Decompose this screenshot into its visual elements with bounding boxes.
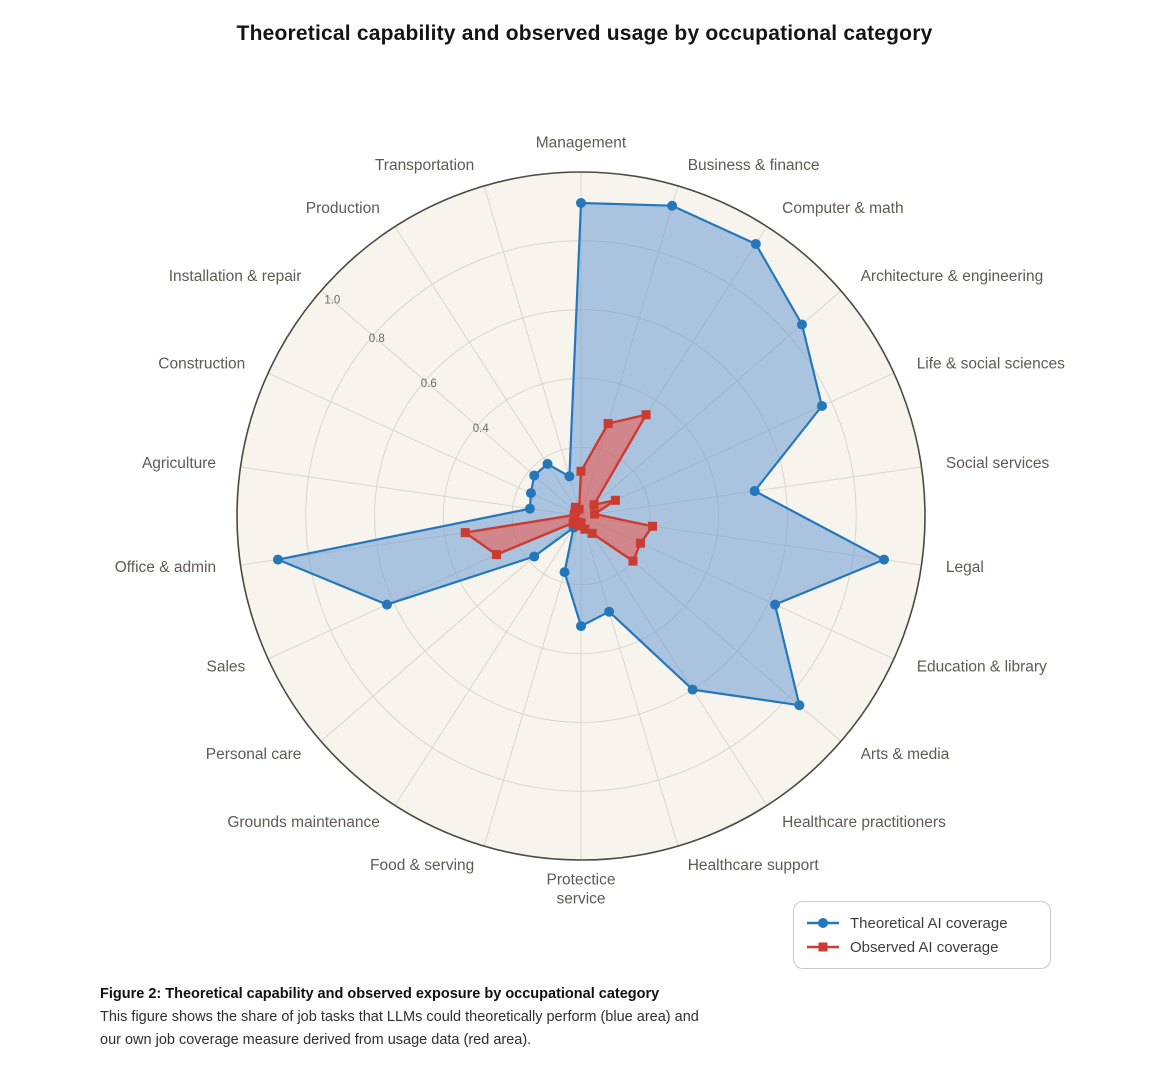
data-point-square xyxy=(648,521,658,531)
category-label: Legal xyxy=(946,559,984,576)
data-point-square xyxy=(492,550,502,560)
category-label: Education & library xyxy=(917,659,1047,676)
category-label: Protectice service xyxy=(547,872,616,908)
data-point-circle xyxy=(564,471,575,482)
data-point-square xyxy=(603,419,613,429)
data-point-circle xyxy=(576,197,586,208)
data-point-circle xyxy=(794,700,805,711)
data-point-square xyxy=(589,500,599,510)
data-point-square xyxy=(580,524,590,534)
caption-body: This figure shows the share of job tasks… xyxy=(100,1009,699,1048)
chart-title: Theoretical capability and observed usag… xyxy=(236,22,933,45)
data-point-circle xyxy=(770,599,781,610)
category-label: Architecture & engineering xyxy=(861,268,1044,285)
series-theoretical xyxy=(272,197,890,711)
category-label: Arts & media xyxy=(861,746,950,763)
data-point-square xyxy=(628,556,638,566)
category-label: Life & social sciences xyxy=(917,356,1065,373)
data-point-circle xyxy=(529,551,540,562)
data-point-square xyxy=(587,528,597,538)
data-point-square xyxy=(610,495,620,505)
legend-label-observed: Observed AI coverage xyxy=(850,938,999,956)
category-label: Sales xyxy=(207,659,246,676)
svg-text:0.6: 0.6 xyxy=(421,378,437,390)
outer-ring xyxy=(236,171,926,861)
series-observed xyxy=(460,410,658,566)
category-label: Installation & repair xyxy=(169,268,302,285)
data-point-square xyxy=(590,509,600,519)
data-point-circle xyxy=(559,567,570,578)
category-label: Transportation xyxy=(375,157,474,174)
data-point-circle xyxy=(576,621,586,632)
legend-line-circle-icon xyxy=(807,918,839,928)
category-label: Office & admin xyxy=(115,559,216,576)
data-point-circle xyxy=(879,554,890,565)
category-label: Social services xyxy=(946,455,1050,472)
data-point-circle xyxy=(687,684,698,695)
category-label: Personal care xyxy=(206,746,302,763)
data-point-square xyxy=(460,528,470,538)
legend-item-theoretical: Theoretical AI coverage xyxy=(806,911,1036,935)
category-label: Management xyxy=(536,134,627,151)
data-point-square xyxy=(574,504,584,514)
category-label: Construction xyxy=(158,356,245,373)
data-point-circle xyxy=(816,400,827,411)
data-point-square xyxy=(576,466,586,476)
category-label: Healthcare support xyxy=(688,857,820,874)
category-label: Food & serving xyxy=(370,857,474,874)
figure-caption: Figure 2: Theoretical capability and obs… xyxy=(100,986,718,1052)
data-point-circle xyxy=(542,458,553,469)
category-label: Agriculture xyxy=(142,455,216,472)
legend-line-square-icon xyxy=(807,942,839,952)
data-point-circle xyxy=(667,200,678,211)
svg-text:1.0: 1.0 xyxy=(324,295,340,307)
data-point-square xyxy=(568,518,578,528)
data-point-square xyxy=(641,410,651,420)
category-labels: Management Business & finance Computer & m… xyxy=(115,134,1065,907)
data-point-circle xyxy=(525,488,536,499)
data-point-circle xyxy=(750,238,761,249)
category-label: Healthcare practitioners xyxy=(782,814,946,831)
category-label: Production xyxy=(306,200,380,217)
data-point-square xyxy=(635,538,645,548)
data-point-circle xyxy=(796,319,807,330)
category-label: Grounds maintenance xyxy=(227,814,380,831)
data-point-circle xyxy=(604,606,615,617)
data-point-circle xyxy=(381,599,392,610)
radial-tick-labels: 0.4 0.6 0.8 1.0 xyxy=(324,295,489,436)
data-point-circle xyxy=(529,470,540,481)
data-point-circle xyxy=(749,486,760,497)
category-label: Business & finance xyxy=(688,157,820,174)
category-label: Computer & math xyxy=(782,200,903,217)
chart-legend: Theoretical AI coverage Observed AI cove… xyxy=(793,901,1051,969)
svg-text:0.4: 0.4 xyxy=(473,423,490,435)
legend-label-theoretical: Theoretical AI coverage xyxy=(850,914,1008,932)
data-point-circle xyxy=(524,503,535,514)
data-point-circle xyxy=(272,554,283,565)
svg-text:0.8: 0.8 xyxy=(369,333,385,345)
caption-title: Figure 2: Theoretical capability and obs… xyxy=(100,986,660,1002)
legend-item-observed: Observed AI coverage xyxy=(806,935,1036,959)
